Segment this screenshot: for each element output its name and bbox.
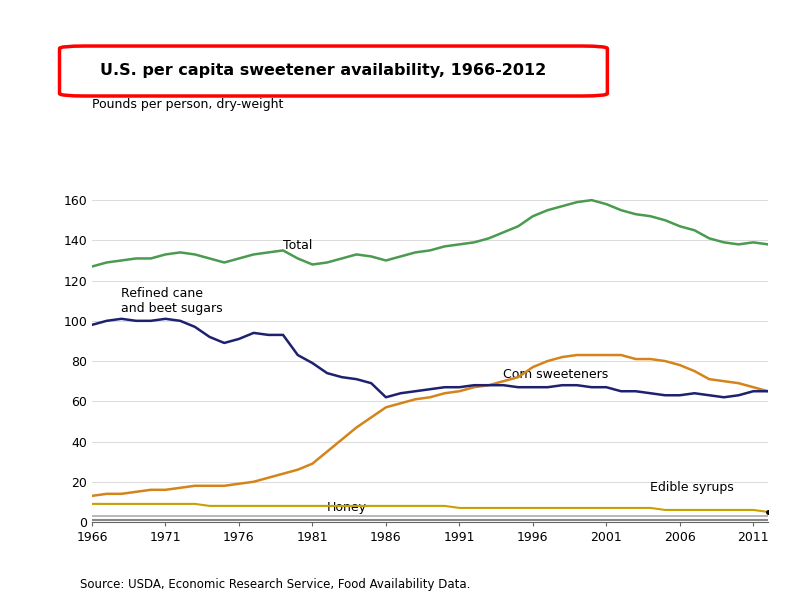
Text: Edible syrups: Edible syrups — [650, 481, 734, 494]
Text: U.S. per capita sweetener availability, 1966-2012: U.S. per capita sweetener availability, … — [101, 63, 546, 78]
Text: Refined cane
and beet sugars: Refined cane and beet sugars — [122, 287, 223, 315]
Text: Source: USDA, Economic Research Service, Food Availability Data.: Source: USDA, Economic Research Service,… — [80, 578, 470, 591]
Text: Total: Total — [283, 239, 313, 253]
FancyBboxPatch shape — [59, 46, 607, 96]
Text: Pounds per person, dry-weight: Pounds per person, dry-weight — [92, 98, 283, 111]
Text: Corn sweeteners: Corn sweeteners — [503, 368, 609, 381]
Text: Honey: Honey — [327, 501, 367, 514]
